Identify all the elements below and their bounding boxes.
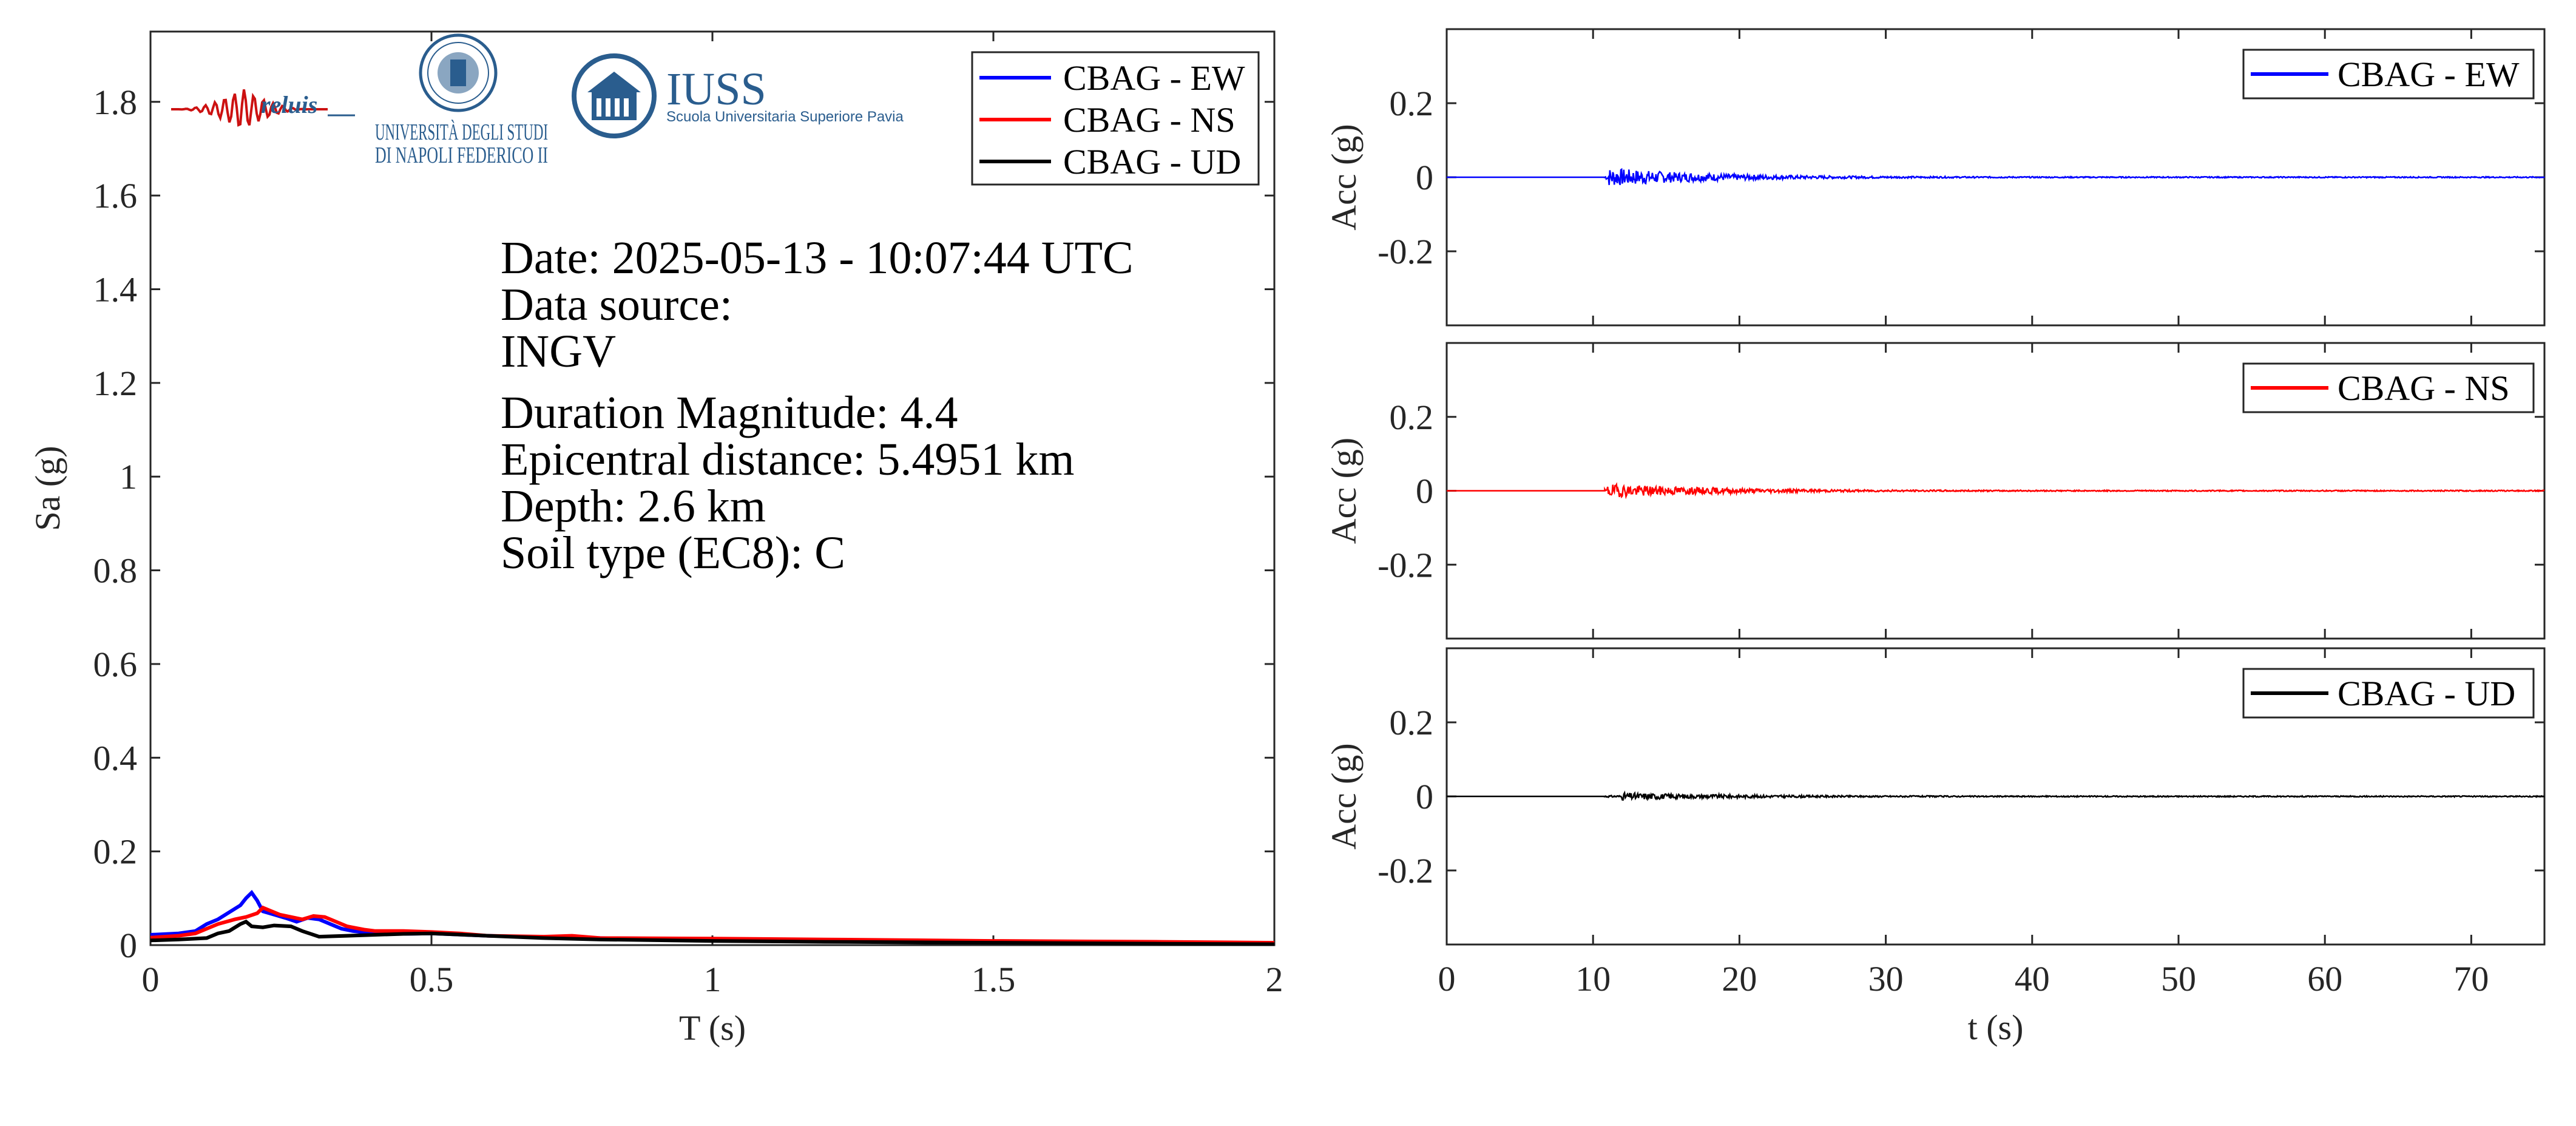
unina-name-line2: DI NAPOLI FEDERICO II: [375, 143, 548, 168]
y-axis-label: Acc (g): [1324, 438, 1364, 544]
iuss-subtitle: Scuola Universitaria Superiore Pavia: [666, 109, 904, 125]
unina-name-line1: UNIVERSITÀ DEGLI STUDI: [375, 120, 548, 145]
legend-label: CBAG - UD: [2338, 674, 2515, 713]
x-tick-label: 1: [704, 960, 722, 999]
x-tick-label: 2: [1266, 960, 1283, 999]
x-tick-label: 50: [2161, 959, 2196, 999]
spectrum-line-ud: [150, 919, 1275, 946]
x-tick-label: 40: [2015, 959, 2050, 999]
university-seal-logo: [419, 33, 498, 112]
legend-label: CBAG - NS: [1063, 100, 1236, 140]
x-tick-label: 0: [142, 960, 160, 999]
legend-label: CBAG - EW: [1063, 58, 1245, 98]
x-tick-label: 20: [1722, 959, 1757, 999]
x-tick-label: 0.5: [410, 960, 454, 999]
info-source-label: Data source:: [501, 279, 732, 330]
iuss-title: IUSS: [666, 64, 766, 115]
acc-trace-ns: [1447, 482, 2545, 500]
y-tick-label: 1.2: [93, 364, 138, 403]
legend-label: CBAG - UD: [1063, 142, 1241, 181]
ns-accel-chart: -0.2 0 0.2 Acc (g) CBAG - NS: [1324, 342, 2546, 640]
x-tick-label: 60: [2307, 959, 2342, 999]
y-tick-label: -0.2: [1378, 851, 1433, 890]
info-distance: Epicentral distance: 5.4951 km: [501, 434, 1075, 485]
y-axis-label: Acc (g): [1324, 124, 1364, 231]
y-tick-label: 0: [120, 926, 137, 965]
info-depth: Depth: 2.6 km: [501, 481, 766, 532]
y-tick-label: 0.6: [93, 645, 138, 684]
x-axis-label: t (s): [1968, 1008, 2024, 1047]
y-tick-label: 0.2: [1390, 398, 1434, 437]
y-tick-label: -0.2: [1378, 545, 1433, 585]
x-tick-label: 0: [1438, 959, 1456, 999]
info-magnitude: Duration Magnitude: 4.4: [501, 387, 958, 438]
y-axis-label: Sa (g): [28, 446, 67, 531]
iuss-building-logo: [572, 53, 657, 138]
unina-logo: UNIVERSITÀ DEGLI STUDI DI NAPOLI FEDERIC…: [375, 33, 548, 168]
info-date: Date: 2025-05-13 - 10:07:44 UTC: [501, 232, 1134, 283]
legend: CBAG - NS: [2242, 362, 2535, 413]
legend-label: CBAG - EW: [2338, 55, 2520, 94]
y-tick-label: 0.8: [93, 551, 138, 591]
y-tick-label: 0.2: [93, 832, 138, 872]
y-tick-label: 0: [1416, 158, 1433, 197]
legend: CBAG - EW: [2242, 49, 2535, 100]
y-axis-label: Acc (g): [1324, 743, 1364, 850]
y-tick-label: 1.4: [93, 270, 138, 309]
x-axis-label: T (s): [679, 1008, 746, 1048]
y-tick-label: 0: [1416, 472, 1433, 511]
legend-label: CBAG - NS: [2338, 368, 2510, 408]
acc-trace-ud: [1447, 790, 2545, 801]
y-tick-label: 0.2: [1390, 703, 1434, 742]
acc-trace-ew: [1447, 168, 2545, 186]
x-tick-label: 30: [1868, 959, 1904, 999]
reluis-logo: reluis: [171, 89, 355, 127]
y-tick-label: -0.2: [1378, 232, 1433, 271]
seismograph-logo: [171, 89, 328, 127]
reluis-logo-text: reluis: [261, 91, 317, 118]
logos: reluis UNIVERSITÀ DEGLI STUDI DI NAPOLI …: [171, 33, 904, 168]
y-tick-label: 1.8: [93, 83, 138, 122]
y-tick-label: 0.4: [93, 738, 138, 778]
iuss-logo: IUSS Scuola Universitaria Superiore Pavi…: [572, 53, 904, 138]
spectrum-chart: 0 0.2 0.4 0.6 0.8 1 1.2 1.4 1.6 1.8 0 0.5 1 1.5 2 Sa (g…: [28, 30, 1283, 1048]
legend: CBAG - UD: [2242, 668, 2535, 719]
y-tick-label: 1: [120, 457, 137, 497]
info-soil: Soil type (EC8): C: [501, 527, 845, 578]
ew-accel-chart: -0.2 0 0.2 Acc (g) CBAG - EW: [1324, 28, 2546, 327]
x-tick-label: 1.5: [972, 960, 1016, 999]
info-source: INGV: [501, 326, 616, 377]
y-tick-label: 0: [1416, 777, 1433, 816]
ud-accel-chart: -0.2 0 0.2 0 10 20 30 40 50 60 70 Acc (g) t (s) CBAG …: [1324, 647, 2546, 1047]
event-info: Date: 2025-05-13 - 10:07:44 UTC Data sou…: [501, 232, 1134, 578]
x-tick-label: 70: [2453, 959, 2489, 999]
y-tick-label: 0.2: [1390, 84, 1434, 123]
y-tick-label: 1.6: [93, 176, 138, 215]
x-tick-label: 10: [1575, 959, 1611, 999]
